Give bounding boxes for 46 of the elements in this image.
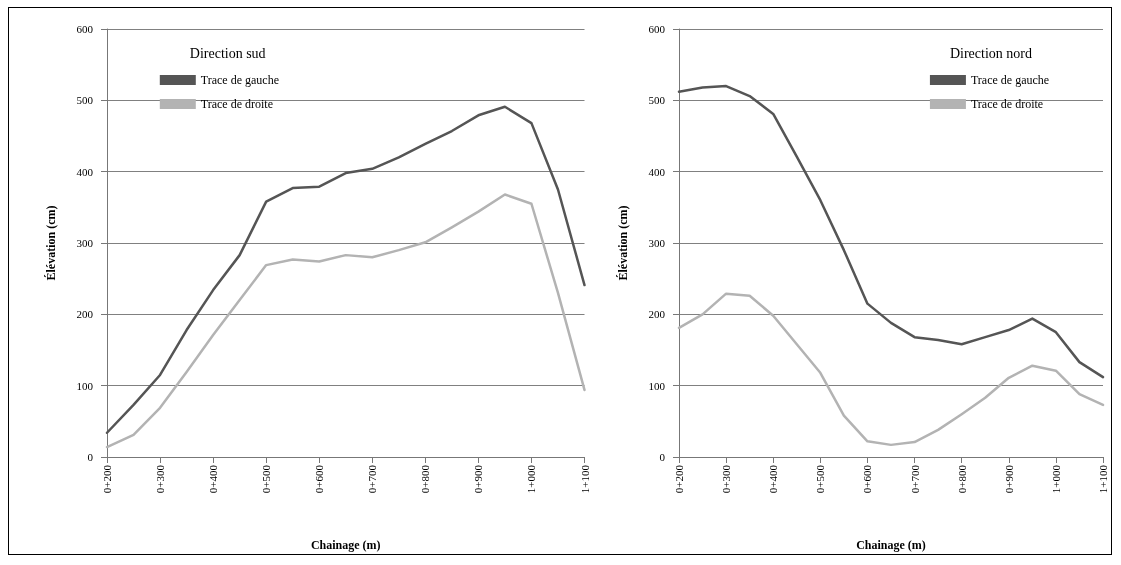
x-tick-label: 0+700 [366, 464, 379, 494]
y-tick-label: 400 [76, 165, 94, 178]
x-tick-label: 0+300 [154, 464, 167, 494]
x-tick-label: 0+600 [313, 464, 326, 494]
y-tick-label: 500 [76, 94, 94, 107]
x-tick-label: 0+700 [908, 464, 921, 494]
x-tick-label: 0+600 [861, 464, 874, 494]
y-axis-title: Élévation (cm) [616, 205, 630, 281]
legend-label: Trace de droite [200, 97, 273, 111]
y-tick-label: 0 [87, 451, 94, 463]
x-axis-title: Chainage (m) [856, 538, 926, 552]
x-axis-title: Chainage (m) [310, 538, 381, 552]
legend-label: Trace de gauche [970, 73, 1050, 87]
legend-label: Trace de droite [970, 97, 1044, 111]
y-tick-label: 400 [648, 165, 666, 178]
y-tick-label: 100 [76, 379, 94, 392]
x-tick-label: 0+800 [955, 464, 968, 494]
line-series [677, 292, 1105, 447]
x-tick-label: 0+800 [419, 464, 432, 494]
y-tick-label: 300 [648, 237, 666, 249]
y-tick-label: 300 [76, 237, 94, 249]
y-tick-label: 100 [648, 379, 666, 392]
x-tick-label: 0+400 [767, 464, 780, 494]
x-tick-label: 0+300 [720, 464, 733, 494]
y-tick-label: 200 [76, 308, 94, 321]
x-tick-label: 0+200 [101, 464, 113, 494]
x-tick-label: 1+100 [1097, 464, 1109, 494]
x-tick-label: 0+500 [814, 464, 827, 494]
x-tick-label: 1+000 [1049, 464, 1062, 494]
y-tick-label: 200 [648, 308, 666, 321]
y-tick-label: 0 [659, 451, 666, 463]
x-tick-label: 0+400 [207, 464, 220, 494]
y-axis-title: Élévation (cm) [44, 205, 58, 281]
line-series [105, 193, 586, 449]
y-tick-label: 600 [648, 23, 666, 35]
text: Direction nord [949, 45, 1032, 61]
y-tick-label: 600 [76, 23, 94, 35]
legend-label: Trace de gauche [200, 73, 279, 87]
x-tick-label: 1+000 [525, 464, 538, 494]
x-tick-label: 0+900 [1002, 464, 1015, 494]
x-tick-label: 1+100 [578, 464, 591, 494]
text: Direction sud [189, 45, 266, 61]
x-tick-label: 0+900 [472, 464, 485, 494]
x-tick-label: 0+200 [673, 464, 685, 494]
y-tick-label: 500 [648, 94, 666, 107]
x-tick-label: 0+500 [260, 464, 273, 494]
